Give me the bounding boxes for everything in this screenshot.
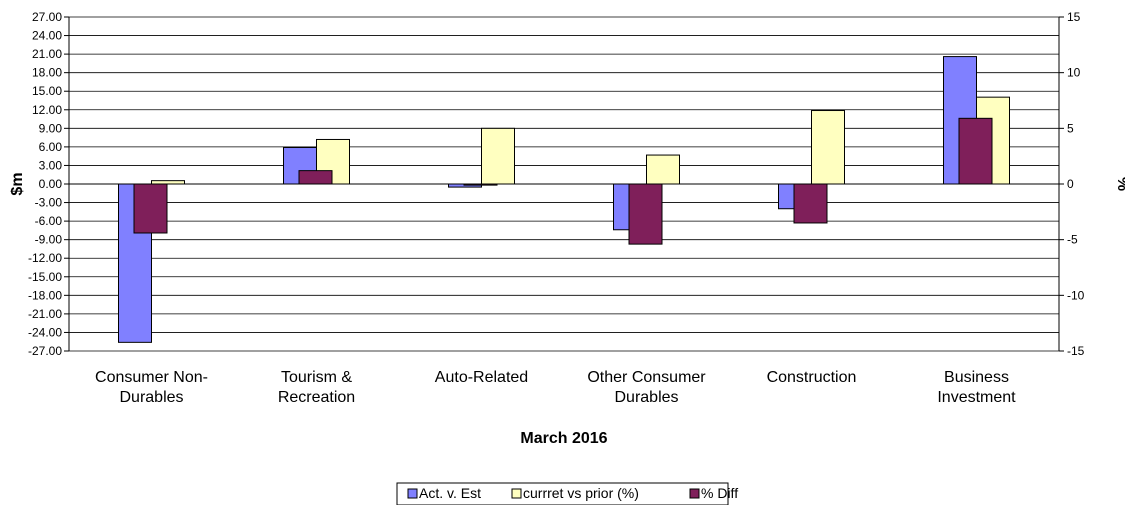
bar--diff	[958, 117, 993, 185]
category-label: Auto-Related	[435, 369, 528, 386]
legend-swatch	[407, 488, 418, 499]
bar-currret-vs-prior	[646, 154, 680, 185]
left-tick-label: -12.00	[28, 251, 62, 265]
left-tick-label: 6.00	[39, 140, 63, 154]
bar--diff	[133, 183, 168, 234]
left-tick-label: 0.00	[39, 177, 63, 191]
legend-swatch	[511, 488, 522, 499]
right-tick-label: -15	[1067, 344, 1085, 358]
category-label: Business Investment	[937, 369, 1016, 406]
category-labels: Consumer Non-Durables Tourism & Recreation…	[95, 369, 1016, 406]
legend-swatch	[689, 488, 700, 499]
left-tick-label: 9.00	[39, 121, 63, 135]
legend-label: currret vs prior (%)	[523, 485, 639, 501]
category-label: Consumer Non-Durables	[95, 369, 208, 406]
right-tick-label: 5	[1067, 121, 1074, 135]
legend: Act. v. Est currret vs prior (%) % Diff	[396, 482, 738, 505]
left-tick-label: -18.00	[28, 288, 62, 302]
right-tick-label: -10	[1067, 288, 1085, 302]
bar--diff	[628, 183, 663, 245]
right-tick-label: 10	[1067, 66, 1081, 80]
category-label: Tourism & Recreation	[278, 369, 355, 406]
left-tick-label: 12.00	[32, 103, 62, 117]
gridlines	[69, 16, 1059, 352]
left-tick-label: -6.00	[35, 214, 63, 228]
left-tick-label: -15.00	[28, 270, 62, 284]
category-label: Construction	[767, 369, 857, 386]
left-tick-label: 27.00	[32, 10, 62, 24]
bar--diff	[793, 183, 828, 224]
y-axis-title-left: $m	[9, 172, 26, 195]
bar--diff	[298, 170, 333, 185]
legend-box	[396, 482, 729, 505]
bar-currret-vs-prior	[811, 110, 845, 185]
left-tick-label: -3.00	[35, 196, 63, 210]
left-tick-label: 15.00	[32, 84, 62, 98]
right-tick-label: -5	[1067, 233, 1078, 247]
left-axis-ticks: 27.00 24.00 21.00 18.00 15.00 12.00 9.00 6.00 3.…	[28, 10, 69, 358]
category-label: Other Consumer Durables	[587, 369, 706, 406]
right-tick-label: 15	[1067, 10, 1081, 24]
left-tick-label: -24.00	[28, 325, 62, 339]
left-tick-label: 3.00	[39, 158, 63, 172]
right-tick-label: 0	[1067, 177, 1074, 191]
left-tick-label: -27.00	[28, 344, 62, 358]
left-tick-label: 18.00	[32, 66, 62, 80]
legend-label: % Diff	[701, 485, 738, 501]
legend-label: Act. v. Est	[419, 485, 481, 501]
right-axis-ticks: 15 10 5 0 -5 -10 -15	[1059, 10, 1085, 358]
bars	[118, 56, 1010, 343]
left-tick-label: 24.00	[32, 29, 62, 43]
axes	[68, 17, 1060, 351]
left-tick-label: -21.00	[28, 307, 62, 321]
bar-currret-vs-prior	[481, 127, 515, 185]
bar-currret-vs-prior	[151, 180, 185, 185]
y-axis-title-right: %	[1114, 177, 1125, 191]
x-axis-title: March 2016	[520, 430, 607, 447]
left-tick-label: 21.00	[32, 47, 62, 61]
left-tick-label: -9.00	[35, 233, 63, 247]
